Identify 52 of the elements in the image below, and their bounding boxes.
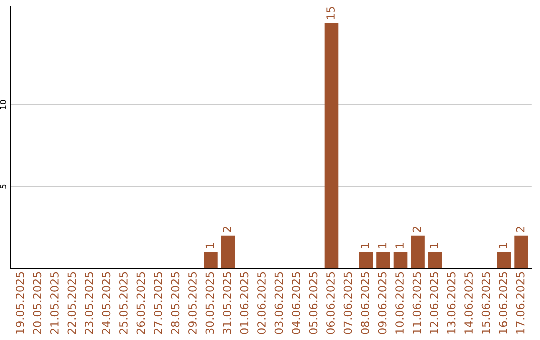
data-label: 15 [326, 7, 335, 20]
x-tick-label: 19.05.2025 [16, 272, 24, 334]
x-tick-label: 23.05.2025 [84, 272, 94, 334]
bar [428, 252, 442, 269]
x-tick-label: 09.06.2025 [378, 272, 387, 334]
data-label: 1 [361, 243, 370, 248]
x-tick-label: 24.05.2025 [102, 272, 111, 334]
bar [514, 236, 528, 269]
data-label: 1 [378, 243, 387, 248]
data-label: 1 [396, 243, 404, 248]
data-label: 1 [499, 243, 508, 248]
bar [221, 236, 236, 269]
bar [497, 252, 512, 269]
x-tick-label: 21.05.2025 [50, 272, 59, 334]
bar [376, 252, 390, 269]
x-tick-label: 10.06.2025 [396, 272, 404, 334]
x-tick-label: 11.06.2025 [412, 272, 422, 334]
x-tick-label: 30.05.2025 [206, 272, 214, 334]
x-tick-label: 22.05.2025 [68, 272, 76, 334]
x-tick-label: 28.05.2025 [171, 272, 180, 334]
x-tick-label: 13.06.2025 [447, 272, 456, 334]
x-tick-label: 27.05.2025 [154, 272, 162, 334]
bar [204, 252, 218, 269]
x-tick-label: 06.06.2025 [326, 272, 335, 334]
bar [411, 236, 425, 269]
data-label: 1 [206, 243, 214, 248]
data-label: 2 [223, 227, 232, 232]
x-tick-label: 05.06.2025 [309, 272, 318, 334]
bar [394, 252, 408, 269]
x-tick-label: 20.05.2025 [33, 272, 42, 334]
x-tick-label: 29.05.2025 [188, 272, 197, 334]
bar [359, 252, 374, 269]
y-tick-label: 10 [0, 100, 6, 110]
x-tick-label: 04.06.2025 [292, 272, 300, 334]
x-tick-label: 16.06.2025 [499, 272, 508, 334]
x-tick-label: 07.06.2025 [344, 272, 352, 334]
x-tick-label: 01.06.2025 [240, 272, 249, 334]
x-tick-label: 14.06.2025 [464, 272, 474, 334]
x-tick-label: 31.05.2025 [223, 272, 232, 334]
data-label: 1 [430, 243, 438, 248]
x-tick-label: 08.06.2025 [361, 272, 370, 334]
x-tick-label: 12.06.2025 [430, 272, 438, 334]
bar [324, 23, 339, 269]
x-tick-label: 15.06.2025 [482, 272, 490, 334]
x-tick-label: 03.06.2025 [274, 272, 284, 334]
y-tick-label: 5 [0, 184, 6, 189]
x-tick-label: 25.05.2025 [120, 272, 128, 334]
x-tick-label: 02.06.2025 [258, 272, 266, 334]
data-label: 2 [516, 227, 525, 232]
x-tick-label: 17.06.2025 [516, 272, 525, 334]
data-label: 2 [412, 227, 422, 232]
x-tick-label: 26.05.2025 [136, 272, 146, 334]
